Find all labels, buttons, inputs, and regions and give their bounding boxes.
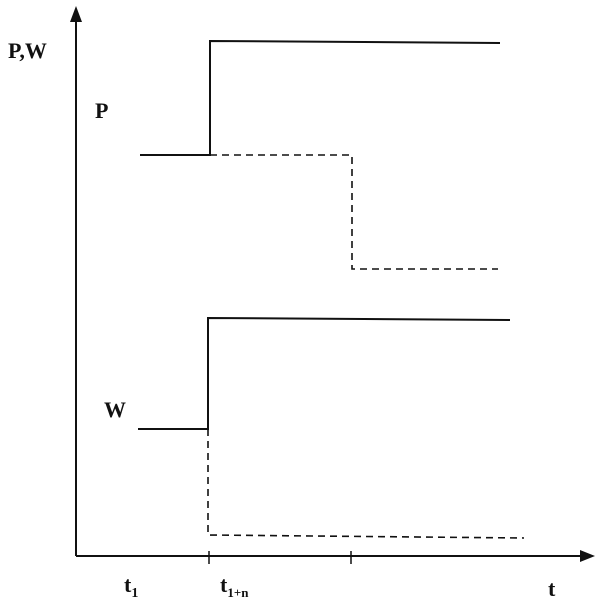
w-curve-label: W [104,397,126,422]
x-axis-arrowhead [580,550,595,562]
x-axis-label: t [548,576,556,601]
w-dashed-curve [207,429,525,539]
p-dashed-curve [210,154,498,270]
tick-label-t1n-base: t [220,572,228,597]
x-ticks [208,551,352,564]
y-axis-label: P,W [8,38,47,63]
axes [70,6,595,562]
tick-label-t1: t1 [124,572,138,601]
y-axis-arrowhead [70,6,82,22]
tick-label-t1-base: t [124,572,132,597]
tick-label-t1n-sub: 1+n [227,585,249,600]
p-solid-curve [140,39,501,156]
w-solid-curve [138,316,511,430]
tick-label-t1n: t1+n [220,572,249,600]
p-curve-label: P [95,98,108,123]
tick-label-t1-sub: 1 [131,586,138,601]
